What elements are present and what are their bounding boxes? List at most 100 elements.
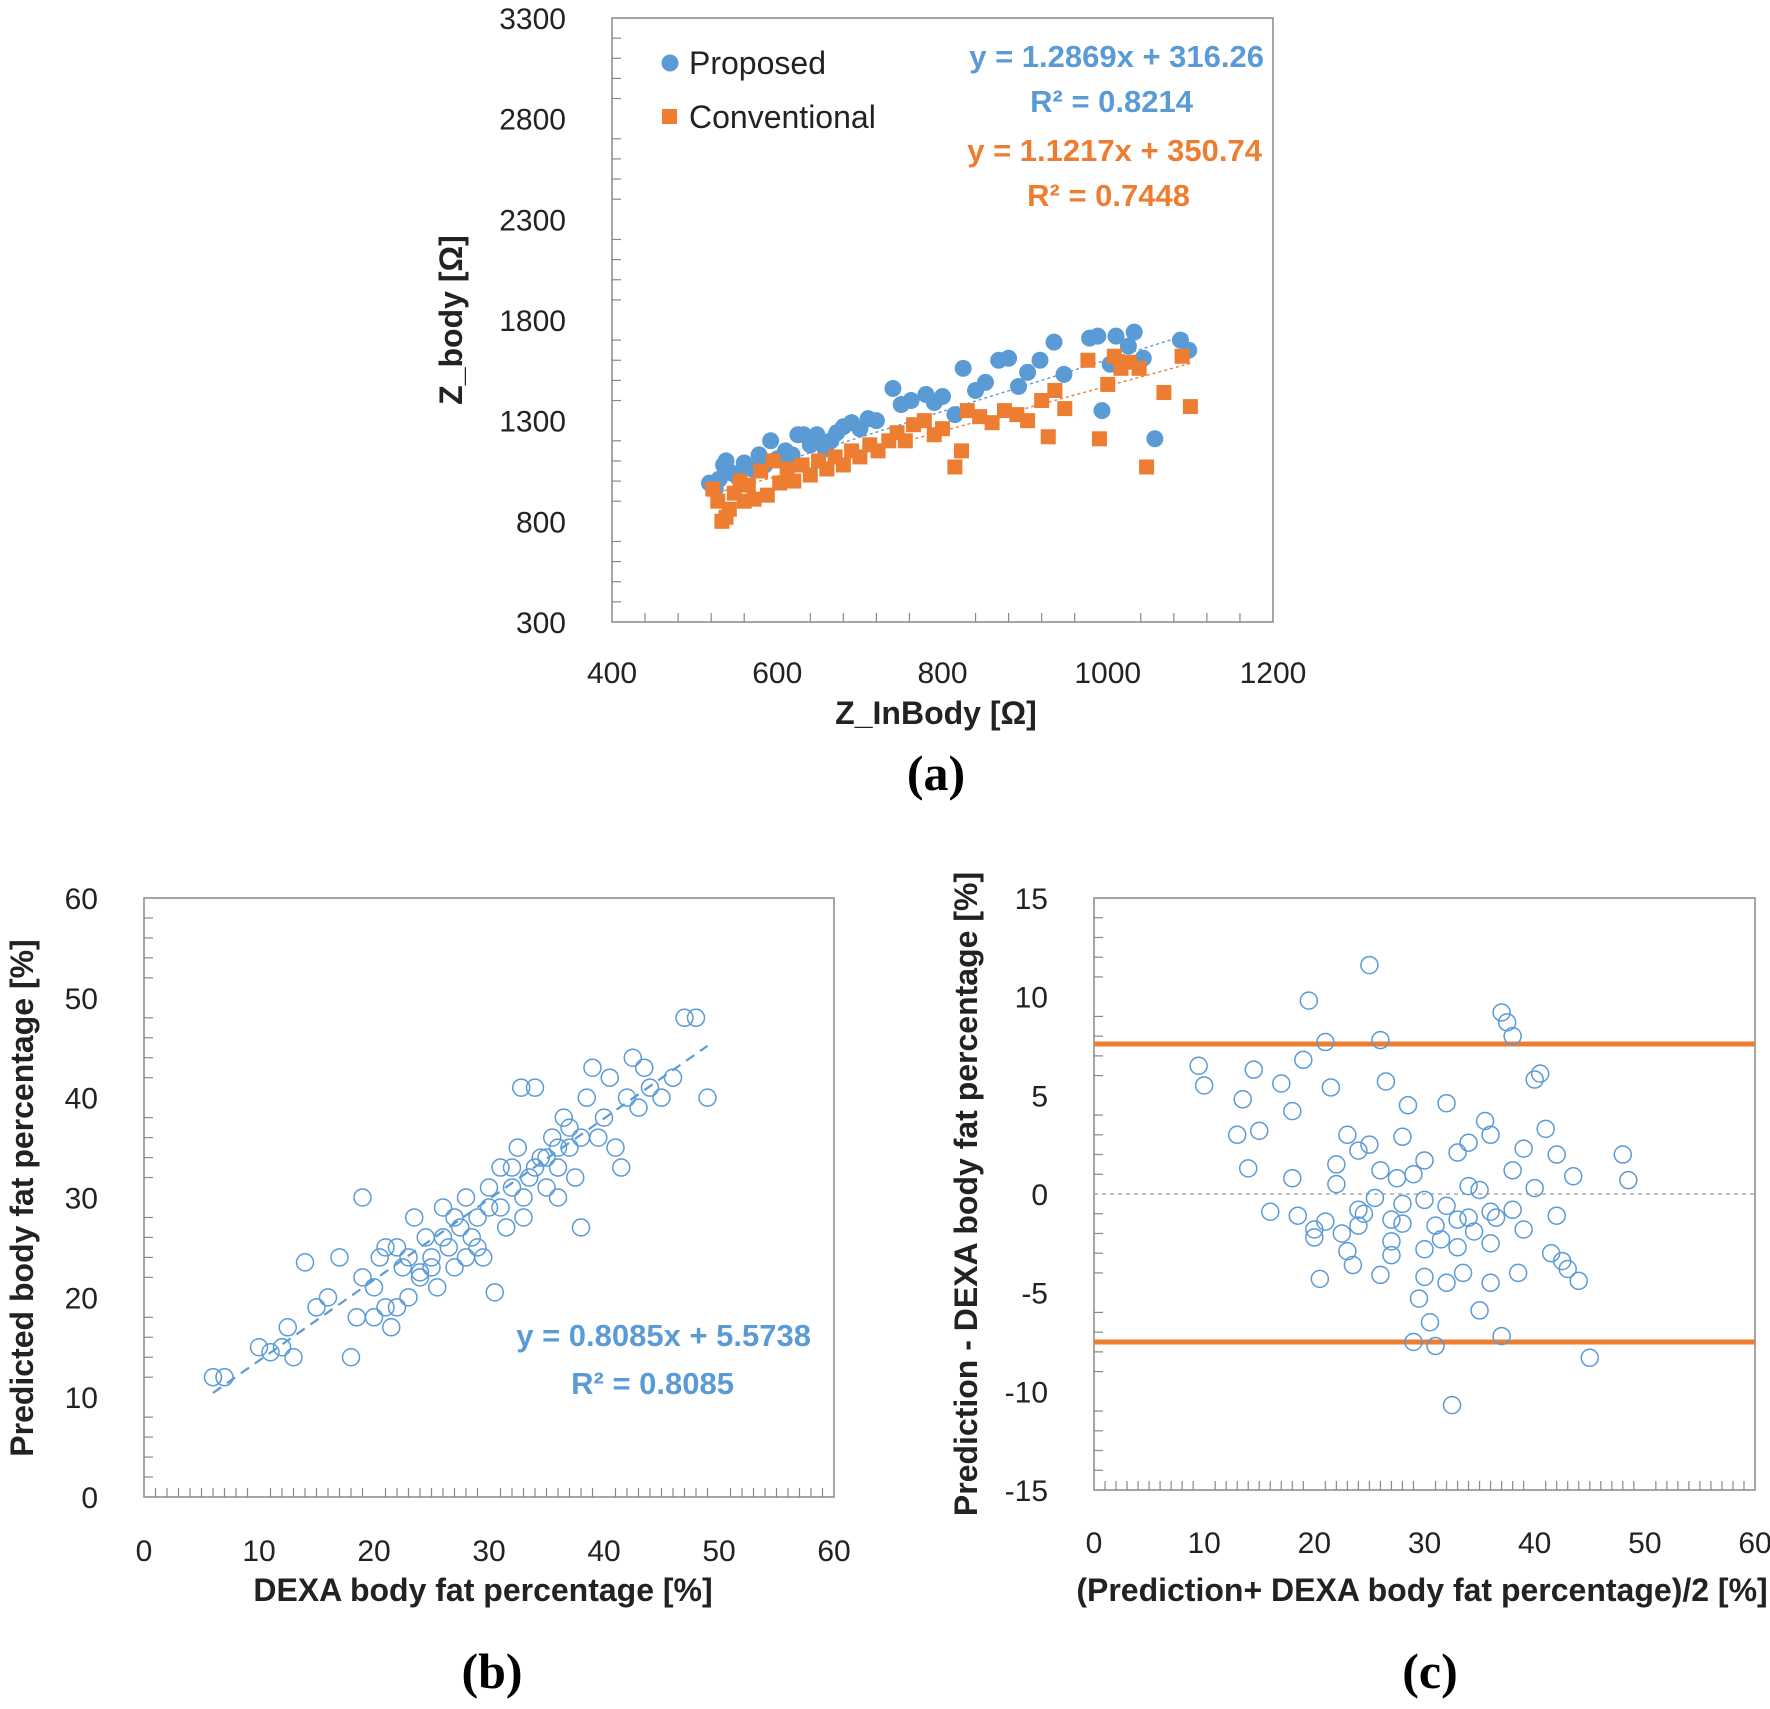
data-point (508, 1138, 527, 1157)
data-point (1404, 1332, 1423, 1352)
y-tick-label: 20 (65, 1282, 98, 1315)
data-point (433, 1228, 453, 1247)
data-point (1233, 1090, 1252, 1109)
chart-panel-1: 400 600 800 1000 1200 300 800 1300 1800 2300 2800 3… (433, 3, 1306, 801)
x-tick-label: 1000 (1074, 657, 1141, 690)
data-point (1619, 1170, 1638, 1190)
data-point-proposed (762, 432, 780, 450)
y-tick-label: 2300 (499, 204, 566, 237)
data-point (1541, 1243, 1561, 1263)
trend-equation: R² = 0.8214 (1030, 84, 1194, 119)
data-point-conventional (779, 461, 795, 477)
data-point (439, 1238, 458, 1257)
data-point (1415, 1267, 1434, 1287)
data-point (548, 1158, 568, 1177)
data-point-proposed (1093, 402, 1111, 420)
x-tick-label: 30 (1408, 1527, 1441, 1560)
data-point-conventional (1106, 348, 1122, 364)
data-point (1244, 1060, 1263, 1079)
x-tick-label: 20 (357, 1535, 390, 1568)
data-point-proposed (1055, 365, 1073, 383)
data-point (1316, 1212, 1335, 1231)
data-point (422, 1248, 441, 1267)
data-point (1382, 1245, 1401, 1265)
x-tick-label: 10 (1187, 1527, 1220, 1560)
data-point (1310, 1269, 1330, 1289)
data-point (468, 1208, 487, 1227)
trend-equation: y = 0.8085x + 5.5738 (516, 1318, 811, 1353)
data-point (376, 1298, 395, 1317)
data-point (1371, 1030, 1390, 1050)
data-point-proposed (934, 388, 951, 406)
data-point (560, 1118, 579, 1137)
data-point-proposed (867, 412, 885, 430)
data-point-proposed (954, 359, 972, 377)
data-point (617, 1088, 637, 1107)
data-point (445, 1258, 464, 1277)
x-tick-label: 40 (1518, 1527, 1551, 1560)
data-point (1327, 1155, 1346, 1174)
x-tick-label: 1200 (1240, 657, 1307, 690)
data-point (594, 1108, 614, 1127)
y-tick-label: 15 (1015, 883, 1048, 916)
data-point-proposed (1119, 337, 1137, 355)
data-point-conventional (772, 475, 788, 491)
data-point (405, 1208, 424, 1227)
data-point (1547, 1145, 1566, 1164)
panel-label: (c) (1402, 1643, 1458, 1699)
data-point (1470, 1180, 1489, 1200)
data-point (537, 1148, 556, 1167)
data-point-conventional (1174, 348, 1190, 364)
data-point-conventional (1034, 393, 1050, 409)
data-point (474, 1248, 493, 1267)
trend-line-conventional (712, 362, 1191, 495)
data-point (537, 1178, 556, 1197)
data-point (635, 1058, 654, 1077)
data-point (1327, 1174, 1346, 1194)
data-point (1338, 1125, 1357, 1145)
y-tick-label: 0 (1031, 1179, 1048, 1212)
panel-label: (b) (461, 1643, 522, 1699)
data-point (1272, 1074, 1291, 1093)
y-axis-label: Predicted body fat percentage [%] (4, 939, 40, 1456)
data-point (1305, 1228, 1324, 1247)
data-point-conventional (984, 415, 1000, 431)
y-tick-label: 5 (1031, 1080, 1048, 1113)
data-point (1415, 1190, 1434, 1210)
data-point (1349, 1216, 1368, 1235)
data-point (1387, 1168, 1407, 1188)
data-point (1453, 1263, 1473, 1283)
data-point-conventional (753, 463, 769, 479)
data-point (387, 1298, 407, 1317)
data-point (577, 1088, 596, 1107)
x-tick-label: 50 (1628, 1527, 1661, 1560)
x-tick-label: 60 (817, 1535, 850, 1568)
data-point-conventional (852, 449, 868, 465)
data-point (1481, 1234, 1500, 1253)
data-point (364, 1278, 384, 1297)
data-point (1261, 1202, 1280, 1222)
data-point (479, 1178, 499, 1197)
y-tick-label: 0 (81, 1482, 98, 1515)
data-point (410, 1263, 430, 1282)
data-point (1227, 1125, 1247, 1145)
data-point (1294, 1050, 1313, 1070)
x-axis-label: Z_InBody [Ω] (835, 695, 1037, 731)
data-point-conventional (916, 413, 932, 429)
data-point (525, 1158, 545, 1177)
data-point (1536, 1119, 1555, 1139)
data-point (1283, 1101, 1302, 1121)
data-point (347, 1308, 366, 1327)
data-point (399, 1248, 418, 1267)
data-point (1360, 1135, 1379, 1154)
data-point (1393, 1194, 1412, 1214)
data-point-conventional (959, 403, 975, 419)
data-point-conventional (972, 409, 988, 425)
data-point (1470, 1301, 1489, 1320)
data-point (1525, 1070, 1544, 1089)
data-point (606, 1138, 625, 1157)
data-point (1497, 1013, 1517, 1032)
data-point (514, 1208, 533, 1227)
data-point (1503, 1026, 1522, 1046)
data-point (1415, 1240, 1434, 1259)
